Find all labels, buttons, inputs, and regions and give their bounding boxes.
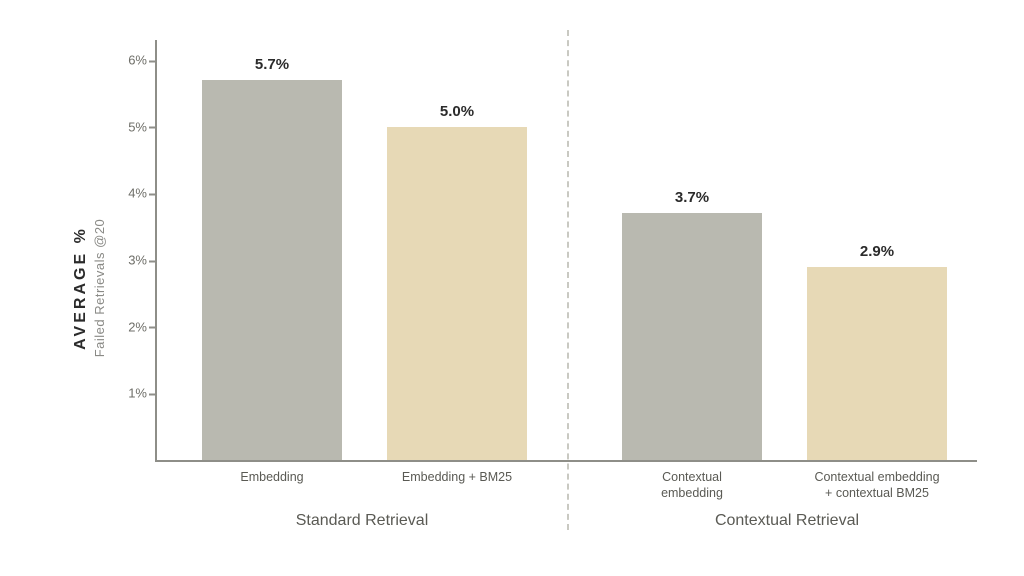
y-tick: 1%: [107, 386, 147, 401]
y-axis-title-sub: Failed Retrievals @20: [92, 219, 107, 358]
plot-area: 1%2%3%4%5%6%5.7%Embedding5.0%Embedding +…: [155, 40, 977, 462]
y-tick: 3%: [107, 253, 147, 268]
chart-container: AVERAGE % Failed Retrievals @20 1%2%3%4%…: [0, 0, 1024, 576]
y-tick: 5%: [107, 119, 147, 134]
x-axis-label: Embedding + BM25: [367, 470, 547, 486]
group-label: Contextual Retrieval: [637, 512, 937, 530]
group-divider: [567, 30, 569, 530]
y-tick: 6%: [107, 53, 147, 68]
x-axis-label: Contextual embedding+ contextual BM25: [787, 470, 967, 501]
group-label: Standard Retrieval: [212, 512, 512, 530]
bar: 3.7%: [622, 213, 762, 460]
y-axis-title-main: AVERAGE %: [72, 219, 90, 358]
bar-value-label: 3.7%: [622, 189, 762, 206]
bar-value-label: 2.9%: [807, 243, 947, 260]
x-axis-label: Embedding: [182, 470, 362, 486]
bar: 5.0%: [387, 127, 527, 460]
y-tick: 2%: [107, 319, 147, 334]
x-axis-label: Contextualembedding: [602, 470, 782, 501]
bar: 2.9%: [807, 267, 947, 460]
y-axis-title: AVERAGE % Failed Retrievals @20: [72, 219, 107, 358]
bar-value-label: 5.0%: [387, 103, 527, 120]
bar-value-label: 5.7%: [202, 56, 342, 73]
y-tick: 4%: [107, 186, 147, 201]
bar: 5.7%: [202, 80, 342, 460]
